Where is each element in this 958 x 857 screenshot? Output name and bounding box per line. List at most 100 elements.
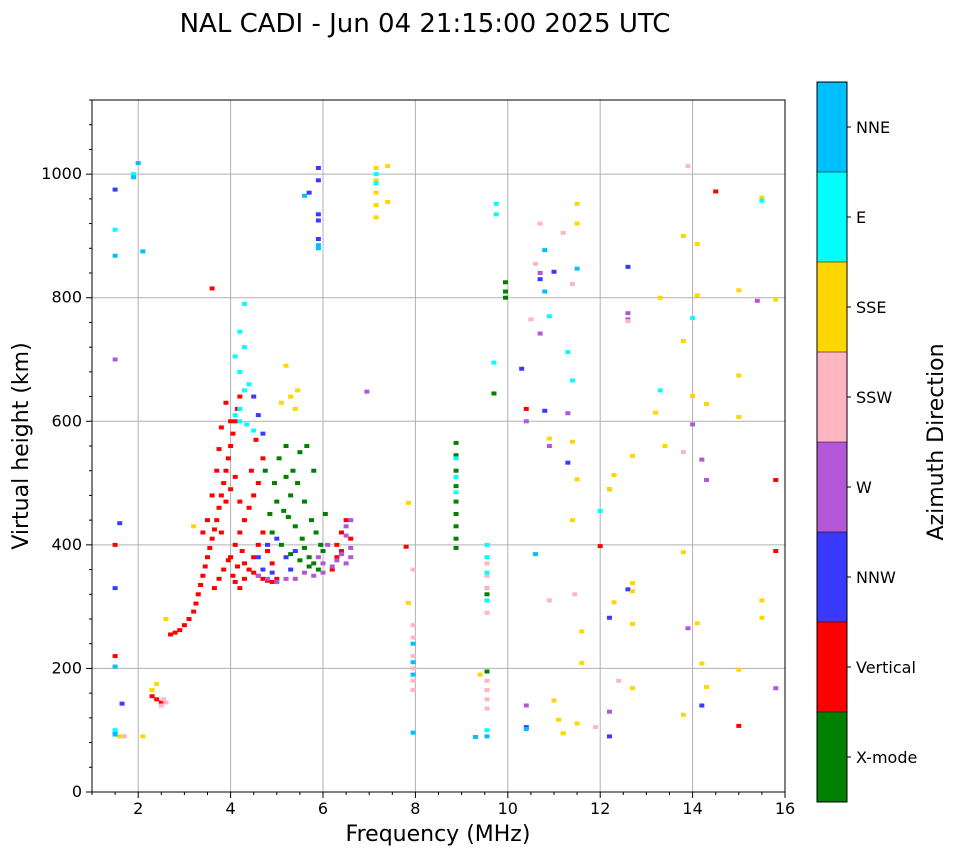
data-point-ssw bbox=[572, 592, 578, 597]
data-point-w bbox=[343, 524, 349, 529]
data-point-e bbox=[546, 314, 552, 319]
data-point-sse bbox=[630, 453, 636, 458]
data-point-vertical bbox=[246, 505, 252, 510]
data-point-vertical bbox=[205, 518, 210, 523]
data-point-sse bbox=[477, 672, 483, 677]
data-point-x-mode bbox=[453, 545, 459, 550]
data-point-w bbox=[283, 576, 289, 581]
data-point-vertical bbox=[177, 628, 183, 633]
data-point-ssw bbox=[533, 261, 539, 266]
data-point-nne bbox=[302, 193, 308, 198]
data-point-vertical bbox=[736, 723, 742, 728]
data-point-vertical bbox=[230, 573, 236, 578]
y-tick-label: 800 bbox=[51, 288, 82, 307]
data-point-vertical bbox=[348, 536, 354, 541]
data-point-ssw bbox=[537, 221, 543, 226]
data-point-e bbox=[484, 598, 490, 603]
data-point-sse bbox=[680, 233, 686, 238]
data-point-sse bbox=[759, 615, 765, 620]
data-point-nne bbox=[131, 175, 137, 180]
data-point-vertical bbox=[597, 544, 603, 549]
data-point-sse bbox=[690, 393, 696, 398]
data-point-nne bbox=[542, 289, 548, 294]
data-point-ssw bbox=[163, 700, 169, 705]
data-point-ssw bbox=[484, 706, 490, 711]
colorbar-segment bbox=[817, 532, 847, 622]
data-point-w bbox=[338, 552, 344, 557]
data-point-ssw bbox=[484, 610, 490, 615]
data-point-w bbox=[325, 542, 331, 547]
data-point-ssw bbox=[680, 450, 686, 455]
data-point-ssw bbox=[546, 598, 552, 603]
data-point-vertical bbox=[216, 576, 222, 581]
data-point-x-mode bbox=[453, 511, 459, 516]
data-point-vertical bbox=[207, 545, 213, 550]
data-point-vertical bbox=[338, 549, 344, 554]
data-point-sse bbox=[405, 500, 411, 505]
data-point-x-mode bbox=[311, 468, 317, 473]
data-point-sse bbox=[680, 338, 686, 343]
data-point-vertical bbox=[209, 286, 215, 291]
data-point-sse bbox=[574, 221, 580, 226]
data-point-w bbox=[625, 311, 631, 316]
data-point-vertical bbox=[237, 586, 243, 591]
data-point-sse bbox=[295, 388, 301, 393]
data-point-w bbox=[302, 570, 308, 575]
data-point-sse bbox=[736, 373, 742, 378]
data-point-x-mode bbox=[306, 555, 312, 560]
y-tick-label: 1000 bbox=[41, 164, 82, 183]
data-point-e bbox=[484, 555, 490, 560]
colorbar-segment bbox=[817, 262, 847, 352]
data-point-vertical bbox=[255, 481, 261, 486]
colorbar-segment bbox=[817, 712, 847, 802]
data-point-nnw bbox=[565, 460, 571, 465]
data-point-vertical bbox=[225, 456, 231, 461]
data-point-sse bbox=[278, 400, 284, 405]
data-point-nne bbox=[315, 246, 321, 251]
data-point-sse bbox=[292, 406, 298, 411]
grid-lines bbox=[92, 100, 786, 793]
data-point-w bbox=[606, 709, 612, 714]
data-point-x-mode bbox=[306, 564, 312, 569]
data-point-vertical bbox=[343, 518, 349, 523]
data-point-x-mode bbox=[295, 481, 301, 486]
data-point-nnw bbox=[292, 549, 298, 554]
data-point-e bbox=[244, 422, 250, 427]
data-point-e bbox=[237, 419, 243, 424]
data-point-vertical bbox=[773, 549, 779, 554]
data-point-nnw bbox=[283, 555, 289, 560]
data-point-vertical bbox=[228, 444, 234, 448]
data-point-nne bbox=[315, 243, 321, 248]
data-point-vertical bbox=[149, 694, 155, 699]
data-point-nnw bbox=[606, 615, 612, 620]
data-point-nnw bbox=[265, 542, 271, 547]
data-point-w bbox=[112, 357, 118, 362]
data-point-vertical bbox=[193, 601, 199, 606]
data-point-sse bbox=[373, 165, 379, 170]
data-point-sse bbox=[569, 518, 575, 523]
data-point-x-mode bbox=[297, 558, 303, 563]
data-point-e bbox=[569, 378, 575, 383]
data-point-vertical bbox=[228, 555, 234, 560]
data-point-e bbox=[237, 406, 243, 411]
data-point-w bbox=[773, 686, 779, 691]
data-point-sse bbox=[736, 288, 742, 293]
data-point-nnw bbox=[699, 703, 705, 708]
data-point-e bbox=[484, 570, 490, 575]
colorbar-segment bbox=[817, 352, 847, 442]
data-point-vertical bbox=[223, 499, 229, 504]
data-point-nnw bbox=[542, 408, 548, 413]
data-point-nne bbox=[410, 641, 416, 646]
data-point-nne bbox=[542, 248, 548, 253]
data-point-nnw bbox=[306, 190, 312, 195]
data-point-nnw bbox=[255, 413, 261, 418]
data-point-e bbox=[237, 329, 243, 334]
data-point-x-mode bbox=[292, 524, 298, 529]
data-point-vertical bbox=[232, 419, 238, 424]
data-point-sse bbox=[574, 721, 580, 726]
data-point-nne bbox=[410, 660, 416, 665]
data-point-x-mode bbox=[302, 499, 308, 504]
data-point-nnw bbox=[315, 237, 321, 242]
data-point-w bbox=[265, 576, 271, 581]
data-point-ssw bbox=[484, 697, 490, 702]
